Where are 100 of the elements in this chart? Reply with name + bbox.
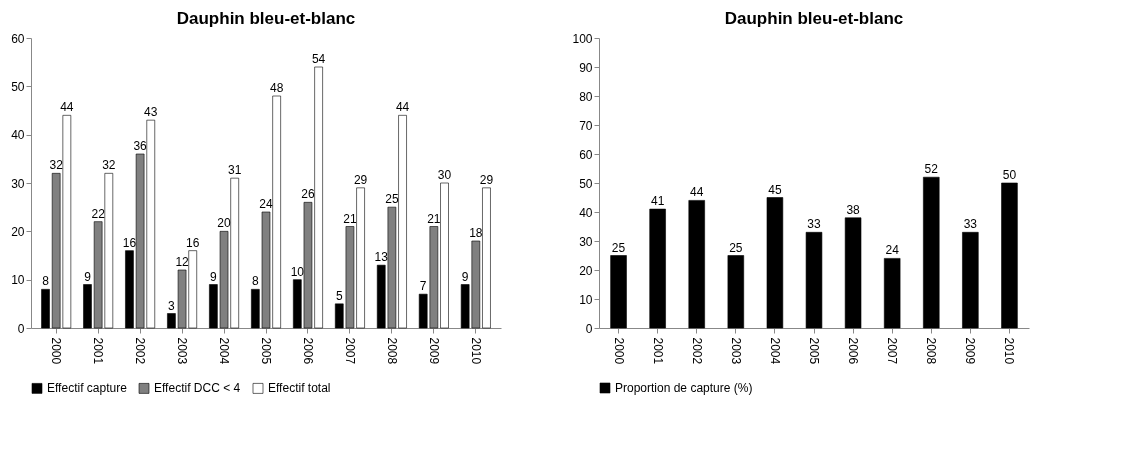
x-tick-label: 2003 [728,337,743,365]
x-tick-label: 2000 [49,337,64,365]
data-label: 20 [217,216,232,231]
data-label: 25 [385,192,399,207]
x-tick-label: 2002 [689,337,704,365]
data-label: 5 [335,288,343,303]
bar [610,255,627,329]
y-tick-label: 20 [579,263,593,278]
data-label: 18 [469,226,483,240]
bar [844,217,862,329]
bar [649,208,666,329]
y-tick-label: 60 [11,31,25,46]
bar [41,289,50,329]
y-tick-label: 100 [572,31,593,46]
x-tick-label: 2007 [885,337,900,365]
y-tick-label: 30 [579,234,593,249]
bar [962,232,979,329]
bar [1001,182,1018,329]
data-label: 52 [924,162,939,177]
chart-title: Dauphin bleu-et-blanc [724,9,904,28]
y-tick-label: 60 [579,147,593,162]
data-label: 32 [102,158,116,173]
bar [727,255,745,329]
data-label: 24 [885,243,900,258]
x-tick-label: 2002 [133,337,148,365]
y-tick-label: 0 [17,321,25,336]
data-label: 22 [91,206,106,221]
y-tick-label: 90 [579,60,593,75]
data-label: 31 [228,163,242,178]
y-tick-label: 50 [11,79,25,94]
x-tick-label: 2000 [611,337,626,365]
data-label: 9 [210,269,218,284]
data-label: 44 [690,185,704,200]
y-tick-label: 40 [579,205,593,220]
data-label: 24 [259,197,273,211]
data-label: 21 [427,211,441,226]
legend-label: Effectif DCC < 4 [154,381,241,396]
bar [688,200,705,329]
y-tick-label: 30 [11,176,25,191]
data-label: 29 [353,172,368,187]
bar [766,197,784,329]
x-tick-label: 2004 [217,337,232,365]
x-tick-label: 2008 [924,337,939,365]
data-label: 21 [343,211,357,226]
data-label: 50 [1002,168,1017,182]
x-tick-label: 2006 [846,337,861,365]
x-tick-label: 2001 [650,337,665,365]
legend-label: Proportion de capture (%) [615,381,753,395]
x-tick-label: 2005 [807,337,821,365]
data-label: 7 [419,279,427,294]
bar [883,258,901,329]
data-label: 25 [729,240,743,255]
bar [923,176,940,329]
data-label: 9 [84,269,92,284]
data-label: 9 [461,269,469,284]
x-tick-label: 2009 [426,337,441,365]
data-label: 54 [311,52,326,66]
data-label: 30 [437,168,452,182]
data-label: 12 [175,255,190,269]
data-label: 33 [807,217,821,232]
data-label: 44 [395,100,410,115]
data-label: 41 [650,194,665,209]
data-label: 36 [133,139,148,153]
x-tick-label: 2007 [342,337,357,365]
x-tick-label: 2010 [1002,337,1017,365]
data-label: 44 [60,100,74,115]
data-label: 16 [122,235,137,250]
data-label: 43 [144,105,158,120]
data-label: 29 [479,172,494,187]
y-tick-label: 50 [579,176,593,191]
data-label: 25 [611,240,626,255]
data-label: 33 [963,217,978,232]
y-tick-label: 70 [579,118,593,133]
y-tick-label: 10 [11,273,25,288]
data-label: 45 [768,182,782,197]
data-label: 32 [49,158,64,173]
data-label: 8 [42,274,50,289]
x-tick-label: 2003 [175,337,190,365]
y-tick-label: 10 [579,292,593,307]
x-tick-label: 2006 [300,337,315,365]
data-label: 8 [252,274,259,289]
data-label: 48 [269,81,284,95]
x-tick-label: 2001 [91,337,106,365]
x-tick-label: 2005 [259,337,273,365]
data-label: 16 [186,235,200,250]
x-tick-label: 2009 [963,337,978,365]
y-tick-label: 20 [11,224,25,239]
y-tick-label: 80 [579,89,593,104]
data-label: 3 [168,298,176,313]
y-tick-label: 0 [585,321,593,336]
legend-label: Effectif total [268,381,331,396]
x-tick-label: 2004 [767,337,782,365]
data-label: 26 [301,187,315,202]
y-tick-label: 40 [11,128,25,143]
data-label: 10 [290,264,305,279]
bar [482,187,491,329]
chart-title: Dauphin bleu-et-blanc [176,9,356,28]
data-label: 13 [374,250,389,265]
x-tick-label: 2008 [384,337,399,365]
data-label: 38 [846,202,861,217]
